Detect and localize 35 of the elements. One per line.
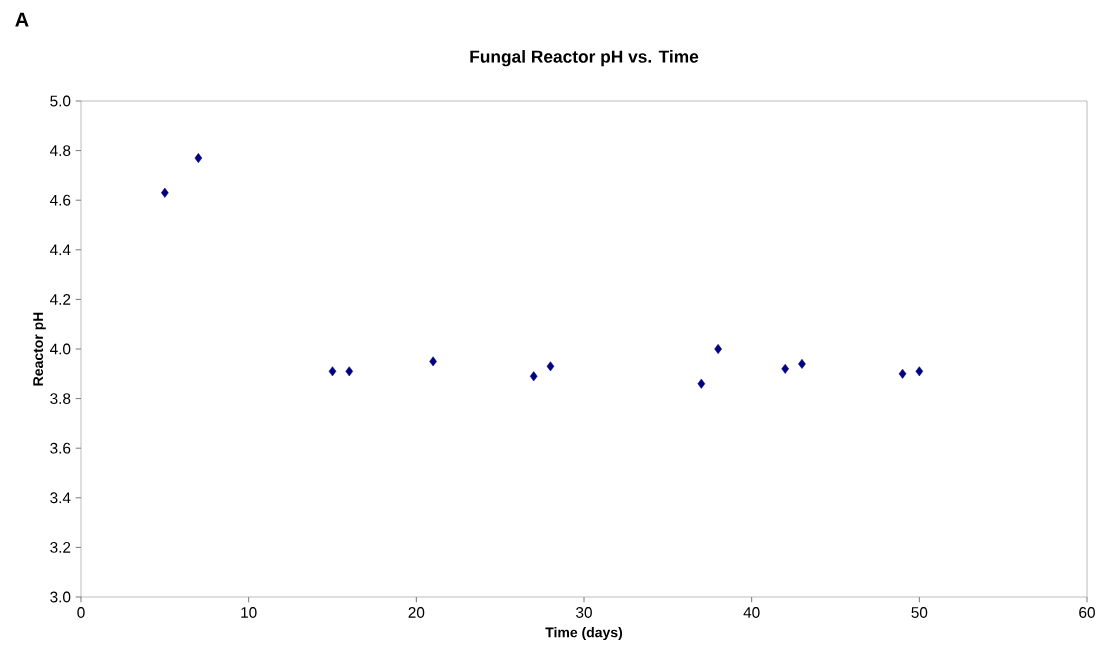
point — [781, 364, 789, 374]
x-tick-label: 10 — [241, 607, 257, 619]
y-axis-title: Reactor pH — [33, 312, 46, 386]
y-tick-label: 4.2 — [50, 294, 71, 305]
x-axis-title: Time (days) — [545, 627, 623, 641]
x-tick-label: 60 — [1079, 607, 1095, 619]
point — [898, 369, 907, 379]
point — [161, 188, 169, 198]
point — [714, 344, 722, 355]
y-tick-label: 4.4 — [50, 244, 71, 256]
point — [915, 366, 924, 377]
y-tick-label: 4.0 — [50, 343, 71, 355]
y-tick-label: 3.8 — [50, 393, 71, 405]
y-tick-label: 3.0 — [50, 591, 71, 603]
y-tick-label: 4.6 — [50, 194, 71, 206]
x-tick-label: 0 — [77, 607, 85, 619]
point — [546, 361, 555, 372]
point — [697, 379, 706, 389]
x-tick-label: 20 — [408, 607, 425, 619]
text: A — [15, 12, 29, 27]
y-tick-label: 4.8 — [50, 145, 71, 157]
point — [194, 153, 203, 164]
y-tick-label: 3.2 — [50, 542, 71, 554]
point — [529, 371, 538, 382]
x-tick-label: 40 — [743, 607, 760, 619]
y-tick-label: 5.0 — [50, 95, 71, 107]
point — [798, 359, 806, 370]
y-tick-label: 3.6 — [50, 442, 71, 454]
y-tick-label: 3.4 — [50, 492, 71, 504]
point — [429, 356, 437, 367]
x-tick-label: 50 — [911, 607, 928, 619]
x-tick-label: 30 — [576, 607, 592, 619]
point — [345, 366, 354, 377]
chart-title: Fungal Reactor pH vs. Time — [470, 50, 699, 67]
point — [328, 366, 337, 377]
